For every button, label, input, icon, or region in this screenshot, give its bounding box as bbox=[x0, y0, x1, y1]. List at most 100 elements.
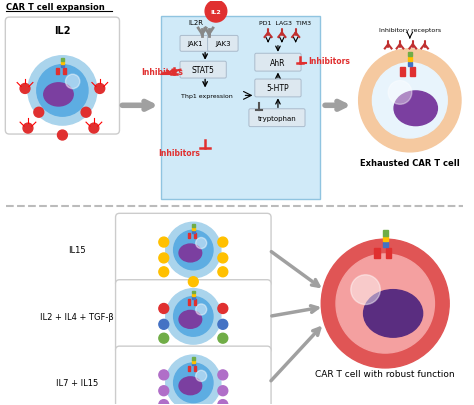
Bar bbox=[383, 237, 388, 242]
Bar bbox=[193, 300, 196, 305]
Bar bbox=[401, 67, 405, 77]
Circle shape bbox=[196, 238, 207, 249]
Circle shape bbox=[218, 320, 228, 329]
Bar bbox=[192, 225, 195, 227]
Bar bbox=[192, 360, 195, 363]
Circle shape bbox=[205, 1, 227, 23]
Bar bbox=[193, 366, 196, 371]
Text: IL2: IL2 bbox=[210, 10, 221, 15]
Text: Inhibitors: Inhibitors bbox=[141, 67, 183, 77]
Text: IL2R: IL2R bbox=[189, 20, 204, 26]
Bar bbox=[193, 233, 196, 239]
FancyBboxPatch shape bbox=[255, 54, 301, 72]
Circle shape bbox=[173, 230, 213, 270]
Ellipse shape bbox=[364, 290, 423, 337]
Circle shape bbox=[159, 267, 169, 277]
Circle shape bbox=[81, 108, 91, 118]
Circle shape bbox=[359, 50, 461, 153]
Circle shape bbox=[321, 239, 449, 368]
FancyBboxPatch shape bbox=[249, 109, 305, 127]
Circle shape bbox=[336, 254, 435, 353]
Ellipse shape bbox=[44, 83, 73, 107]
Circle shape bbox=[20, 84, 30, 94]
Circle shape bbox=[159, 400, 169, 405]
Bar bbox=[161, 17, 320, 200]
Bar bbox=[61, 62, 64, 65]
Bar bbox=[192, 228, 195, 230]
FancyBboxPatch shape bbox=[116, 280, 271, 353]
Ellipse shape bbox=[179, 377, 201, 395]
FancyBboxPatch shape bbox=[255, 80, 301, 98]
Text: Exhausted CAR T cell: Exhausted CAR T cell bbox=[360, 158, 460, 167]
Circle shape bbox=[351, 275, 380, 305]
Circle shape bbox=[159, 386, 169, 396]
Bar bbox=[192, 297, 195, 299]
Circle shape bbox=[159, 304, 169, 313]
Text: Inhibitory receptors: Inhibitory receptors bbox=[379, 28, 441, 33]
Text: 5-HTP: 5-HTP bbox=[267, 84, 289, 93]
Circle shape bbox=[196, 371, 207, 382]
FancyBboxPatch shape bbox=[116, 214, 271, 287]
Circle shape bbox=[218, 386, 228, 396]
Circle shape bbox=[218, 267, 228, 277]
Circle shape bbox=[159, 237, 169, 247]
FancyBboxPatch shape bbox=[208, 36, 238, 52]
Bar bbox=[61, 65, 64, 68]
Circle shape bbox=[188, 277, 198, 287]
Bar bbox=[192, 363, 195, 366]
Bar bbox=[374, 248, 380, 258]
Circle shape bbox=[166, 223, 221, 278]
FancyBboxPatch shape bbox=[116, 346, 271, 405]
Circle shape bbox=[37, 66, 88, 117]
Circle shape bbox=[218, 237, 228, 247]
Circle shape bbox=[34, 108, 44, 118]
Text: STAT5: STAT5 bbox=[191, 66, 215, 75]
Bar bbox=[192, 230, 195, 233]
FancyBboxPatch shape bbox=[5, 18, 119, 135]
Circle shape bbox=[218, 333, 228, 343]
Ellipse shape bbox=[394, 92, 438, 126]
Bar bbox=[192, 294, 195, 296]
Circle shape bbox=[218, 400, 228, 405]
Text: Thp1 expression: Thp1 expression bbox=[182, 94, 233, 99]
Text: CAR T cell expansion: CAR T cell expansion bbox=[6, 3, 105, 12]
Circle shape bbox=[218, 254, 228, 263]
Circle shape bbox=[196, 304, 207, 315]
Bar bbox=[188, 300, 191, 305]
Circle shape bbox=[218, 304, 228, 313]
FancyBboxPatch shape bbox=[180, 36, 210, 52]
Circle shape bbox=[166, 289, 221, 344]
Circle shape bbox=[57, 131, 67, 141]
FancyBboxPatch shape bbox=[180, 62, 226, 79]
Bar bbox=[383, 242, 388, 247]
Circle shape bbox=[95, 84, 105, 94]
Circle shape bbox=[159, 333, 169, 343]
Bar bbox=[386, 248, 391, 258]
Bar bbox=[188, 366, 191, 371]
Text: IL2: IL2 bbox=[54, 26, 71, 36]
Text: AhR: AhR bbox=[270, 59, 286, 68]
Text: IL2 + IL4 + TGF-β: IL2 + IL4 + TGF-β bbox=[40, 312, 114, 321]
Text: tryptophan: tryptophan bbox=[257, 115, 296, 122]
Bar bbox=[56, 68, 59, 75]
Bar bbox=[63, 68, 65, 75]
Circle shape bbox=[28, 57, 97, 126]
Circle shape bbox=[23, 124, 33, 134]
Bar bbox=[192, 357, 195, 360]
Bar bbox=[383, 231, 388, 236]
Circle shape bbox=[159, 370, 169, 380]
Circle shape bbox=[173, 363, 213, 403]
Ellipse shape bbox=[179, 311, 201, 328]
Circle shape bbox=[388, 81, 412, 105]
Text: PD1  LAG3  TIM3: PD1 LAG3 TIM3 bbox=[259, 21, 311, 26]
Bar bbox=[408, 53, 412, 57]
Circle shape bbox=[373, 64, 447, 139]
Bar bbox=[408, 62, 412, 67]
Text: IL7 + IL15: IL7 + IL15 bbox=[56, 378, 98, 387]
Bar bbox=[61, 59, 64, 62]
Circle shape bbox=[159, 320, 169, 329]
Text: Inhibitors: Inhibitors bbox=[159, 149, 201, 158]
Circle shape bbox=[159, 254, 169, 263]
Bar bbox=[410, 67, 415, 77]
Circle shape bbox=[89, 124, 99, 134]
